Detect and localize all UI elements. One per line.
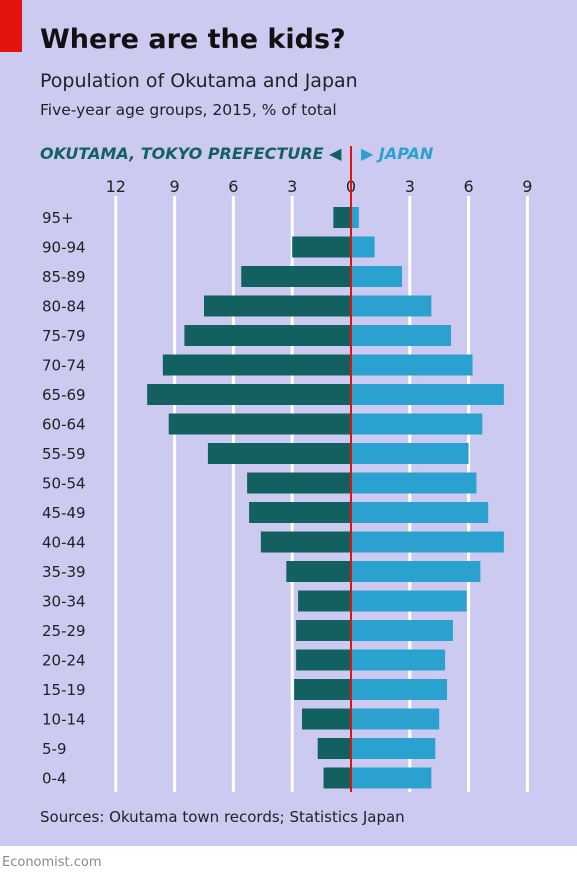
bar-japan <box>351 207 359 228</box>
source-note: Sources: Okutama town records; Statistic… <box>40 808 405 826</box>
bar-japan <box>351 738 436 759</box>
bar-okutama <box>323 767 351 789</box>
chart-note: Five-year age groups, 2015, % of total <box>40 101 337 119</box>
age-group-label: 30-34 <box>42 593 86 611</box>
bar-japan <box>351 354 473 376</box>
age-group-label: 70-74 <box>42 357 86 375</box>
legend-japan-label: JAPAN <box>378 144 434 163</box>
legend-left-arrow-icon: ◀ <box>329 144 342 163</box>
legend-right-arrow-icon: ▶ <box>361 144 374 163</box>
age-group-label: 60-64 <box>42 416 86 434</box>
x-tick-label-left: 12 <box>106 177 126 196</box>
bar-okutama <box>241 266 351 287</box>
legend-okutama-label: OKUTAMA, TOKYO PREFECTURE <box>40 144 324 163</box>
bar-okutama <box>296 649 351 671</box>
bar-okutama <box>298 590 351 612</box>
bar-okutama <box>147 384 351 405</box>
age-group-label: 80-84 <box>42 298 86 316</box>
bar-japan <box>351 236 375 258</box>
bar-okutama <box>247 472 351 494</box>
age-group-label: 45-49 <box>42 504 86 522</box>
bar-japan <box>351 561 481 582</box>
x-tick-label-left: 9 <box>170 177 180 196</box>
bar-okutama <box>207 443 351 464</box>
bar-japan <box>351 443 469 464</box>
bar-japan <box>351 413 483 435</box>
bar-okutama <box>204 295 351 317</box>
x-tick-label-right: 9 <box>522 177 532 196</box>
bar-okutama <box>162 354 351 376</box>
bar-japan <box>351 266 402 287</box>
bar-japan <box>351 649 446 671</box>
age-group-label: 40-44 <box>42 534 86 552</box>
chart-title: Where are the kids? <box>40 24 346 55</box>
bar-okutama <box>333 207 351 228</box>
age-group-label: 25-29 <box>42 622 86 640</box>
bar-japan <box>351 502 489 523</box>
x-tick-label-right: 3 <box>405 177 415 196</box>
age-group-label: 10-14 <box>42 711 86 729</box>
bar-okutama <box>249 502 351 523</box>
bar-okutama <box>302 708 351 730</box>
chart-subtitle: Population of Okutama and Japan <box>40 70 358 92</box>
x-tick-labels: 129630369 <box>106 177 533 196</box>
age-group-label: 35-39 <box>42 563 86 581</box>
age-group-label: 75-79 <box>42 327 86 345</box>
age-group-label: 90-94 <box>42 239 86 257</box>
bar-okutama <box>260 531 351 553</box>
legend-okutama: OKUTAMA, TOKYO PREFECTURE ◀ <box>40 144 341 163</box>
legend-japan: ▶ JAPAN <box>361 144 433 163</box>
bar-okutama <box>168 413 351 435</box>
bar-okutama <box>184 325 351 346</box>
bar-japan <box>351 620 453 641</box>
bar-japan <box>351 384 504 405</box>
age-group-labels: 95+ 90-94 85-89 80-84 75-79 70-74 65-69 60-64 55… <box>42 209 86 788</box>
bar-okutama <box>286 561 351 582</box>
bar-okutama <box>317 738 351 759</box>
brand-accent-bar <box>0 0 22 52</box>
x-tick-label-right: 6 <box>464 177 474 196</box>
bar-japan <box>351 295 432 317</box>
population-pyramid-chart: 129630369 95+90-9485-8980-8475-7970-7465… <box>42 146 533 792</box>
x-tick-label-left: 3 <box>287 177 297 196</box>
bar-japan <box>351 325 451 346</box>
x-tick-label-left: 6 <box>228 177 238 196</box>
age-group-label: 55-59 <box>42 445 86 463</box>
bar-japan <box>351 708 440 730</box>
age-group-label: 0-4 <box>42 770 67 788</box>
age-group-label: 95+ <box>42 209 74 227</box>
age-group-label: 65-69 <box>42 386 86 404</box>
age-group-label: 5-9 <box>42 740 67 758</box>
age-group-label: 50-54 <box>42 475 86 493</box>
bar-japan <box>351 531 504 553</box>
bar-japan <box>351 767 432 789</box>
brand-credit: Economist.com <box>2 855 102 870</box>
bar-japan <box>351 679 448 700</box>
age-group-label: 20-24 <box>42 652 86 670</box>
bar-japan <box>351 590 467 612</box>
grid-lines <box>114 196 529 792</box>
bar-okutama <box>294 679 351 700</box>
bar-japan <box>351 472 477 494</box>
age-group-label: 85-89 <box>42 268 86 286</box>
bars <box>147 207 504 789</box>
bar-okutama <box>296 620 351 641</box>
bar-okutama <box>292 236 351 258</box>
age-group-label: 15-19 <box>42 681 86 699</box>
